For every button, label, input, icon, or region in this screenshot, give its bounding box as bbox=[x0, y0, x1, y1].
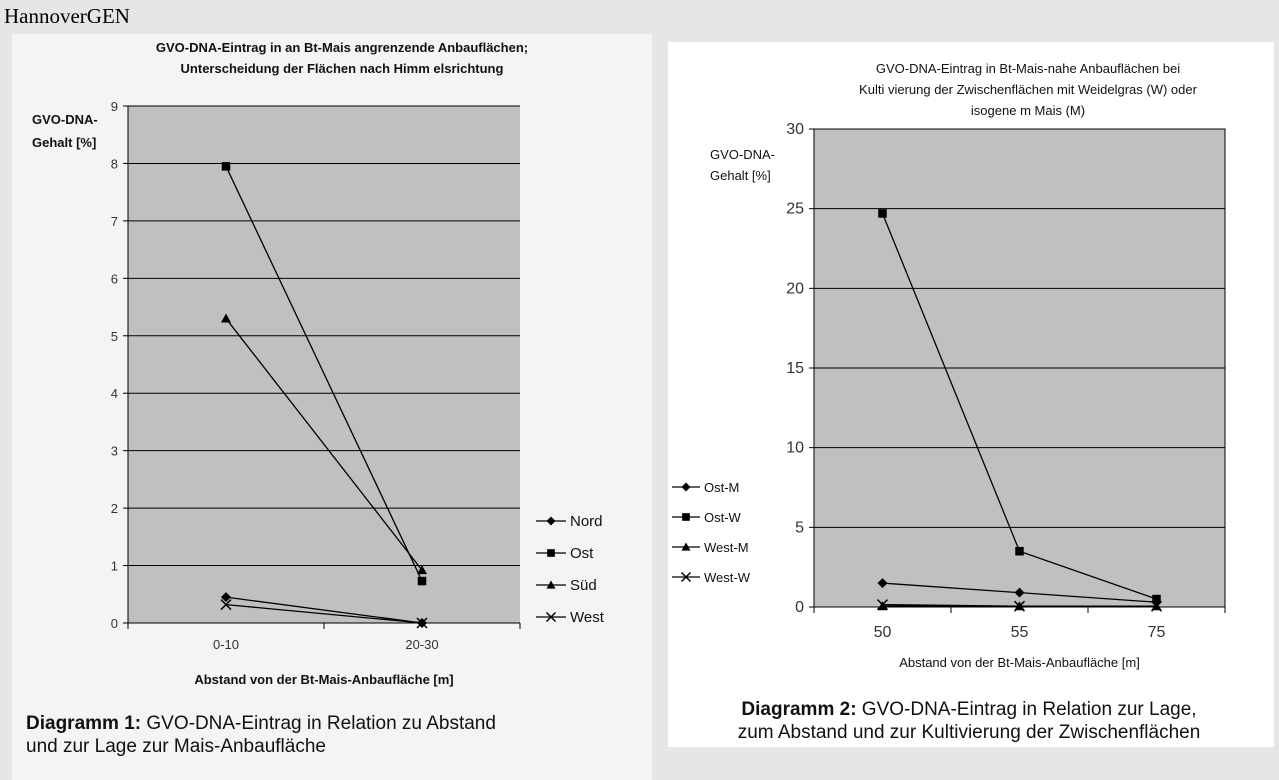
chart-2-title-line: GVO-DNA-Eintrag in Bt-Mais-nahe Anbauflä… bbox=[876, 61, 1180, 76]
chart-1-caption-label: Diagramm 1: bbox=[26, 713, 142, 734]
chart-1-y-tick-label: 0 bbox=[111, 616, 118, 631]
chart-1-legend-label: Nord bbox=[570, 513, 603, 530]
chart-1-legend-label: West bbox=[570, 609, 605, 626]
chart-1-y-tick-label: 9 bbox=[111, 99, 118, 114]
chart-2-series-ost-w bbox=[878, 209, 1161, 604]
chart-2-caption: Diagramm 2: GVO-DNA-Eintrag in Relation … bbox=[664, 698, 1274, 744]
chart-2-legend-label: Ost-M bbox=[704, 480, 739, 495]
chart-2-data-point bbox=[876, 599, 889, 611]
chart-2-caption-line1: GVO-DNA-Eintrag in Relation zur Lage, bbox=[856, 699, 1197, 720]
chart-2-title-line: Kulti vierung der Zwischenflächen mit We… bbox=[859, 82, 1198, 97]
chart-1-legend-entry: West bbox=[536, 609, 605, 626]
site-title: HannoverGEN bbox=[4, 4, 130, 28]
chart-2-data-point bbox=[1014, 587, 1025, 598]
chart-1-data-point bbox=[220, 599, 232, 611]
chart-2-legend-label: West-M bbox=[704, 540, 749, 555]
chart-1-data-point bbox=[221, 162, 231, 171]
chart-1-legend-marker bbox=[546, 516, 556, 526]
chart-2-caption-line2: zum Abstand und zur Kultivierung der Zwi… bbox=[737, 722, 1201, 743]
chart-panel-2: GVO-DNA-Eintrag in Bt-Mais-nahe Anbauflä… bbox=[668, 42, 1274, 747]
chart-1-title-line: Unterscheidung der Flächen nach Himm els… bbox=[181, 61, 504, 76]
chart-2-legend-label: West-W bbox=[704, 570, 751, 585]
chart-1-data-point bbox=[221, 313, 231, 323]
chart-1-series-süd bbox=[221, 313, 427, 575]
chart-2-series-west-w bbox=[876, 599, 1163, 612]
chart-1-data-point bbox=[221, 592, 231, 603]
chart-1-legend-entry: Nord bbox=[536, 513, 603, 530]
chart-1-x-tick-label: 20-30 bbox=[405, 637, 438, 652]
chart-1-y-tick-label: 3 bbox=[111, 444, 118, 459]
chart-2-x-tick-label: 55 bbox=[1011, 624, 1029, 641]
chart-2-data-point bbox=[878, 209, 887, 218]
chart-2-legend-label: Ost-W bbox=[704, 510, 742, 525]
chart-2-legend-entry: West-W bbox=[672, 570, 751, 585]
chart-1-x-tick-label: 0-10 bbox=[213, 637, 239, 652]
chart-2-y-tick-label: 5 bbox=[795, 519, 804, 536]
chart-1-y-tick-label: 1 bbox=[111, 559, 118, 574]
chart-2-data-point bbox=[1015, 546, 1024, 556]
chart-1-legend-label: Ost bbox=[570, 545, 594, 562]
chart-2-data-point bbox=[877, 578, 888, 589]
chart-1-y-tick-label: 5 bbox=[111, 329, 118, 344]
chart-1-data-point bbox=[417, 576, 427, 586]
chart-2-legend-marker bbox=[680, 571, 692, 583]
chart-1-series-line bbox=[225, 596, 423, 624]
chart-2-x-tick-label: 50 bbox=[874, 624, 892, 641]
chart-1-caption-line2: und zur Lage zur Mais-Anbaufläche bbox=[26, 736, 326, 757]
chart-1-y-tick-label: 7 bbox=[111, 214, 118, 229]
chart-2-y-tick-label: 20 bbox=[786, 280, 804, 297]
chart-2-legend-entry: Ost-M bbox=[672, 480, 739, 495]
chart-2-y-label-line: Gehalt [%] bbox=[710, 168, 771, 183]
chart-1-legend-marker bbox=[545, 611, 557, 623]
chart-2-data-point bbox=[1150, 600, 1163, 612]
chart-2: GVO-DNA-Eintrag in Bt-Mais-nahe Anbauflä… bbox=[672, 61, 1226, 670]
chart-1-series-line bbox=[225, 166, 423, 582]
chart-2-y-tick-label: 30 bbox=[786, 121, 804, 138]
chart-2-data-point bbox=[1152, 594, 1161, 604]
chart-1-series-line bbox=[225, 318, 423, 571]
chart-1-title-line: GVO-DNA-Eintrag in an Bt-Mais angrenzend… bbox=[156, 40, 528, 55]
chart-2-legend-marker bbox=[681, 482, 691, 492]
chart-1-y-label-line: Gehalt [%] bbox=[32, 135, 96, 150]
chart-2-y-tick-label: 25 bbox=[786, 201, 804, 218]
chart-1-plot-area bbox=[128, 106, 520, 623]
chart-1-legend-marker bbox=[547, 549, 555, 557]
chart-2-y-tick-label: 15 bbox=[786, 360, 804, 377]
chart-1-y-tick-label: 6 bbox=[111, 271, 118, 286]
chart-2-legend-entry: Ost-W bbox=[672, 510, 742, 525]
chart-2-y-tick-label: 0 bbox=[795, 599, 804, 616]
chart-2-legend-entry: West-M bbox=[672, 540, 749, 555]
chart-2-caption-label: Diagramm 2: bbox=[741, 699, 857, 720]
chart-2-x-tick-label: 75 bbox=[1148, 624, 1166, 641]
chart-1-y-tick-label: 4 bbox=[111, 386, 118, 401]
chart-2-y-tick-label: 10 bbox=[786, 440, 804, 457]
chart-1-data-point bbox=[416, 617, 428, 629]
chart-1-y-tick-label: 8 bbox=[111, 156, 118, 171]
chart-1-caption: Diagramm 1: GVO-DNA-Eintrag in Relation … bbox=[26, 712, 626, 758]
chart-1: GVO-DNA-Eintrag in an Bt-Mais angrenzend… bbox=[32, 40, 605, 687]
chart-1-y-label-line: GVO-DNA- bbox=[32, 112, 98, 127]
chart-1-legend-entry: Ost bbox=[536, 545, 594, 562]
chart-2-data-point bbox=[1013, 600, 1026, 612]
chart-1-series-west bbox=[220, 599, 428, 629]
chart-2-x-label: Abstand von der Bt-Mais-Anbaufläche [m] bbox=[899, 655, 1140, 670]
chart-panel-1: GVO-DNA-Eintrag in an Bt-Mais angrenzend… bbox=[12, 34, 652, 780]
chart-1-series-line bbox=[225, 603, 423, 624]
chart-1-legend-entry: Süd bbox=[536, 577, 597, 594]
chart-2-legend-marker bbox=[682, 513, 690, 521]
chart-2-title-line: isogene m Mais (M) bbox=[971, 103, 1085, 118]
chart-1-legend-marker bbox=[546, 580, 556, 589]
chart-1-series-ost bbox=[221, 162, 427, 586]
chart-1-legend-label: Süd bbox=[570, 577, 597, 594]
chart-1-x-label: Abstand von der Bt-Mais-Anbaufläche [m] bbox=[194, 672, 453, 687]
chart-2-y-label-line: GVO-DNA- bbox=[710, 147, 775, 162]
chart-1-data-point bbox=[417, 565, 427, 575]
chart-1-y-tick-label: 2 bbox=[111, 501, 118, 516]
chart-1-caption-line1: GVO-DNA-Eintrag in Relation zu Abstand bbox=[141, 713, 496, 734]
chart-2-legend-marker bbox=[681, 542, 691, 551]
